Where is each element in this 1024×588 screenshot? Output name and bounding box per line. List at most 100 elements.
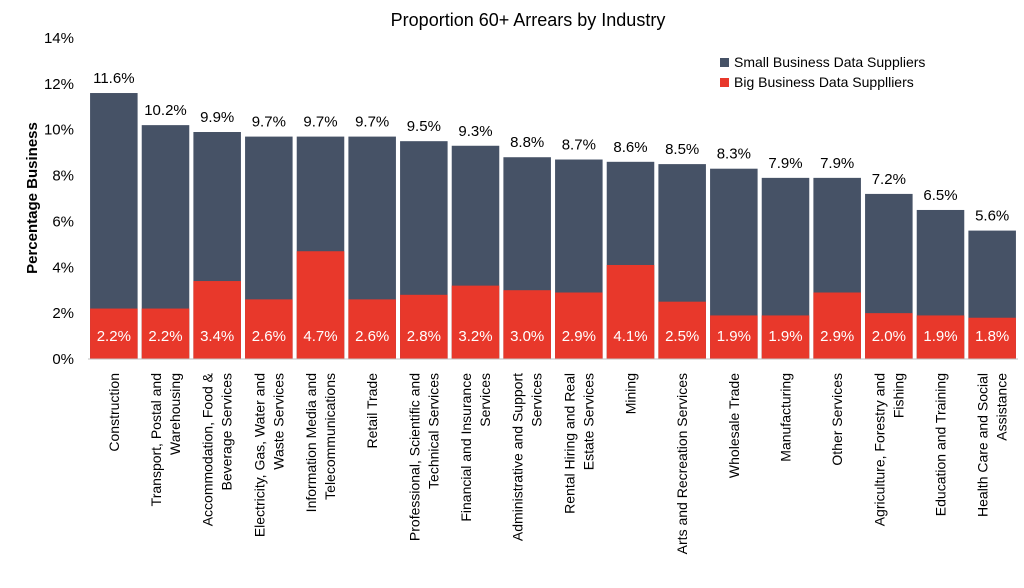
category-label-line: Wholesale Trade xyxy=(726,373,742,478)
data-label-big-business: 2.6% xyxy=(252,328,286,345)
data-label-small-business: 9.9% xyxy=(200,109,234,126)
y-axis-label: Percentage Business xyxy=(24,122,41,274)
category-label-line: Agriculture, Forestry and xyxy=(871,373,887,526)
category-label-line: Transport, Postal and xyxy=(148,373,164,506)
data-label-small-business: 9.3% xyxy=(458,123,492,140)
bar-big-business xyxy=(968,317,1016,359)
y-tick-label: 10% xyxy=(44,122,74,139)
data-label-small-business: 9.7% xyxy=(303,114,337,131)
category-label: Wholesale Trade xyxy=(726,373,742,478)
data-label-small-business: 8.7% xyxy=(562,137,596,154)
y-tick-label: 2% xyxy=(52,305,74,322)
legend-label-big-business: Big Business Data Supplliers xyxy=(734,74,914,90)
bar-big-business xyxy=(710,315,758,359)
category-label-line: Accommodation, Food & xyxy=(200,372,216,526)
category-label-line: Arts and Recreation Services xyxy=(674,373,690,554)
y-tick-label: 0% xyxy=(52,351,74,368)
data-label-small-business: 11.6% xyxy=(93,70,134,87)
bar-big-business xyxy=(245,299,293,359)
category-label: Construction xyxy=(106,373,122,452)
bar-big-business xyxy=(916,315,965,359)
legend-swatch-small-business xyxy=(720,58,729,67)
data-label-big-business: 3.2% xyxy=(458,328,492,345)
y-tick-label: 4% xyxy=(52,259,74,276)
bar-big-business xyxy=(90,308,138,359)
category-label: Administrative and Support Services xyxy=(510,373,545,541)
data-label-small-business: 9.5% xyxy=(407,118,441,135)
category-label: Retail Trade xyxy=(364,373,380,449)
category-label-line: Electricity, Gas, Water and xyxy=(251,373,267,537)
category-label: Accommodation, Food & Beverage Services xyxy=(200,372,235,526)
category-label-line: Warehousing xyxy=(167,373,183,455)
category-label-line: Administrative and Support xyxy=(510,373,526,541)
category-label-line: Financial and Insurance xyxy=(458,373,474,522)
category-label: Health Care and Social Assistance xyxy=(975,373,1010,517)
category-label: Arts and Recreation Services xyxy=(674,373,690,554)
category-label-line: Telecommunications xyxy=(322,373,338,500)
y-tick-label: 6% xyxy=(52,213,74,230)
category-label-line: Information Media and xyxy=(303,373,319,512)
data-label-big-business: 2.6% xyxy=(355,328,389,345)
chart-title: Proportion 60+ Arrears by Industry xyxy=(391,10,666,30)
category-label: Information Media and Telecommunications xyxy=(303,373,338,512)
data-label-small-business: 7.9% xyxy=(768,155,802,172)
data-label-big-business: 2.5% xyxy=(665,328,699,345)
category-label-line: Education and Training xyxy=(933,373,949,516)
category-labels: Construction Transport, Postal and Warehou… xyxy=(106,372,1010,554)
bar-big-business xyxy=(658,301,706,359)
bar-big-business xyxy=(761,315,810,359)
data-label-big-business: 1.9% xyxy=(923,328,957,345)
category-label: Financial and Insurance Services xyxy=(458,373,493,522)
data-label-big-business: 1.9% xyxy=(717,328,751,345)
bar-big-business xyxy=(503,290,551,359)
category-label: Professional, Scientific and Technical Se… xyxy=(406,373,441,541)
bar-big-business xyxy=(606,264,655,359)
category-label-line: Manufacturing xyxy=(778,373,794,462)
data-label-small-business: 10.2% xyxy=(144,102,187,119)
data-label-small-business: 6.5% xyxy=(923,187,957,204)
data-label-big-business: 2.8% xyxy=(407,328,441,345)
category-label: Agriculture, Forestry and Fishing xyxy=(871,373,906,526)
data-label-big-business: 3.0% xyxy=(510,328,544,345)
data-label-small-business: 5.6% xyxy=(975,208,1009,225)
category-label: Electricity, Gas, Water and Waste Service… xyxy=(251,373,286,537)
category-label-line: Construction xyxy=(106,373,122,452)
data-label-small-business: 9.7% xyxy=(355,114,389,131)
y-axis-ticks: 0% 2% 4% 6% 8% 10% 12% 14% xyxy=(44,30,74,368)
data-label-small-business: 7.9% xyxy=(820,155,854,172)
category-label-line: Beverage Services xyxy=(219,373,235,491)
category-label: Transport, Postal and Warehousing xyxy=(148,373,183,506)
bar-big-business xyxy=(400,294,448,359)
data-label-big-business: 4.1% xyxy=(613,328,647,345)
data-label-small-business: 8.3% xyxy=(717,146,751,163)
category-label-line: Other Services xyxy=(829,373,845,466)
bar-big-business xyxy=(813,292,861,359)
data-label-big-business: 2.9% xyxy=(562,328,596,345)
bars: 11.6% 2.2% 10.2% 2.2% 9.9% 3.4% 9.7% 2.6% 9.7% 4.… xyxy=(90,70,1016,360)
data-label-small-business: 7.2% xyxy=(872,171,906,188)
category-label: Mining xyxy=(623,373,639,414)
legend-label-small-business: Small Business Data Suppliers xyxy=(734,54,925,70)
category-label-line: Technical Services xyxy=(425,373,441,489)
category-label-line: Professional, Scientific and xyxy=(406,373,422,541)
category-label-line: Rental Hiring and Real xyxy=(561,373,577,514)
category-label-line: Retail Trade xyxy=(364,373,380,449)
category-label-line: Assistance xyxy=(994,373,1010,441)
bar-big-business xyxy=(296,251,345,359)
data-label-small-business: 8.5% xyxy=(665,141,699,158)
category-label-line: Fishing xyxy=(890,373,906,418)
category-label: Education and Training xyxy=(933,373,949,516)
category-label: Manufacturing xyxy=(778,373,794,462)
category-label: Rental Hiring and Real Estate Services xyxy=(561,373,596,514)
bar-big-business xyxy=(348,299,396,359)
data-label-big-business: 2.9% xyxy=(820,328,854,345)
bar-big-business xyxy=(555,292,603,359)
category-label-line: Health Care and Social xyxy=(975,373,991,517)
data-label-small-business: 8.6% xyxy=(613,139,647,156)
bar-big-business xyxy=(451,285,500,359)
data-label-big-business: 3.4% xyxy=(200,328,234,345)
data-label-big-business: 2.0% xyxy=(872,328,906,345)
category-label: Other Services xyxy=(829,373,845,466)
bar-big-business xyxy=(865,313,913,359)
